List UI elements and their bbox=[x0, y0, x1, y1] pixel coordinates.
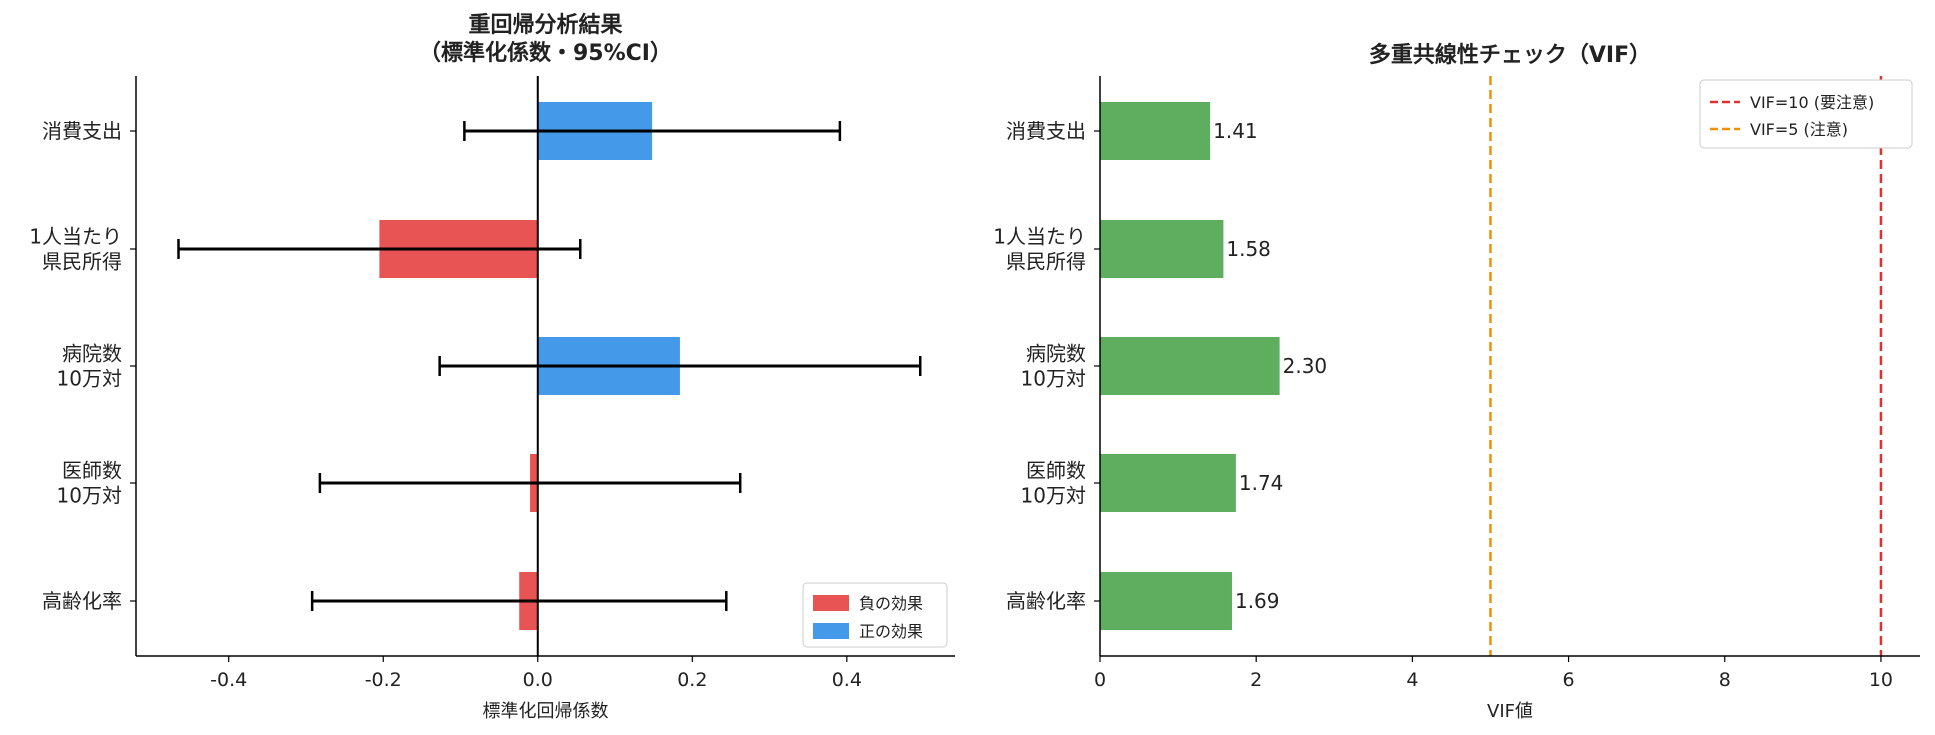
legend-swatch bbox=[813, 595, 849, 611]
coef-category-label: 医師数 bbox=[62, 459, 122, 483]
vif-chart: 多重共線性チェック（VIF） 1.41 1.58 2.30 1.74 1.69 消費支出 1人… bbox=[993, 42, 1920, 722]
vif-bar bbox=[1100, 572, 1232, 630]
vif-bar bbox=[1100, 337, 1280, 395]
coef-x-tick-label: -0.4 bbox=[210, 669, 247, 691]
coef-category-label: 1人当たり bbox=[29, 225, 122, 249]
vif-x-axis-label: VIF値 bbox=[1487, 701, 1533, 722]
coef-category-label: 高齢化率 bbox=[42, 589, 122, 613]
vif-bar bbox=[1100, 220, 1224, 278]
coef-x-tick-label: 0.4 bbox=[832, 669, 862, 691]
vif-category-label: 病院数 bbox=[1026, 342, 1086, 366]
legend-label: 負の効果 bbox=[859, 594, 923, 613]
legend-label: VIF=5 (注意) bbox=[1750, 120, 1848, 139]
vif-value-label: 1.69 bbox=[1235, 589, 1280, 613]
vif-value-label: 2.30 bbox=[1283, 354, 1328, 378]
vif-category-label: 1人当たり bbox=[993, 225, 1086, 249]
legend-swatch bbox=[813, 623, 849, 639]
vif-category-label: 10万対 bbox=[1021, 367, 1086, 391]
coef-category-label: 10万対 bbox=[57, 367, 122, 391]
coef-x-tick-label: -0.2 bbox=[365, 669, 402, 691]
vif-bar bbox=[1100, 102, 1211, 160]
coef-category-label: 10万対 bbox=[57, 484, 122, 508]
chart-title: 重回帰分析結果 bbox=[468, 12, 622, 38]
coef-x-tick-label: 0.0 bbox=[523, 669, 553, 691]
vif-x-tick-label: 8 bbox=[1719, 669, 1731, 691]
vif-x-tick-label: 4 bbox=[1406, 669, 1418, 691]
vif-category-label: 消費支出 bbox=[1006, 119, 1086, 143]
vif-x-tick-label: 0 bbox=[1094, 669, 1106, 691]
coef-category-label: 消費支出 bbox=[42, 119, 122, 143]
coef-x-tick-label: 0.2 bbox=[677, 669, 707, 691]
chart-title: （標準化係数・95%CI） bbox=[419, 40, 672, 66]
legend-box bbox=[1699, 79, 1913, 149]
coefficient-chart: 重回帰分析結果（標準化係数・95%CI）消費支出1人当たり県民所得病院数10万対… bbox=[29, 12, 955, 722]
vif-category-label: 医師数 bbox=[1026, 459, 1086, 483]
legend-label: VIF=10 (要注意) bbox=[1750, 93, 1874, 112]
coef-category-label: 病院数 bbox=[62, 342, 122, 366]
coef-category-label: 県民所得 bbox=[42, 250, 122, 274]
vif-legend: VIF=10 (要注意) VIF=5 (注意) bbox=[1699, 79, 1913, 149]
vif-value-label: 1.74 bbox=[1239, 471, 1284, 495]
vif-x-tick-label: 6 bbox=[1563, 669, 1575, 691]
coef-x-axis-label: 標準化回帰係数 bbox=[483, 701, 609, 722]
vif-bar bbox=[1100, 454, 1236, 512]
vif-value-label: 1.41 bbox=[1213, 119, 1258, 143]
legend-label: 正の効果 bbox=[859, 622, 923, 641]
vif-category-label: 高齢化率 bbox=[1006, 589, 1086, 613]
vif-category-label: 10万対 bbox=[1021, 484, 1086, 508]
vif-x-tick-label: 2 bbox=[1250, 669, 1262, 691]
vif-category-label: 県民所得 bbox=[1006, 250, 1086, 274]
vif-x-tick-label: 10 bbox=[1869, 669, 1893, 691]
chart-title: 多重共線性チェック（VIF） bbox=[1369, 42, 1651, 68]
vif-value-label: 1.58 bbox=[1226, 237, 1271, 261]
